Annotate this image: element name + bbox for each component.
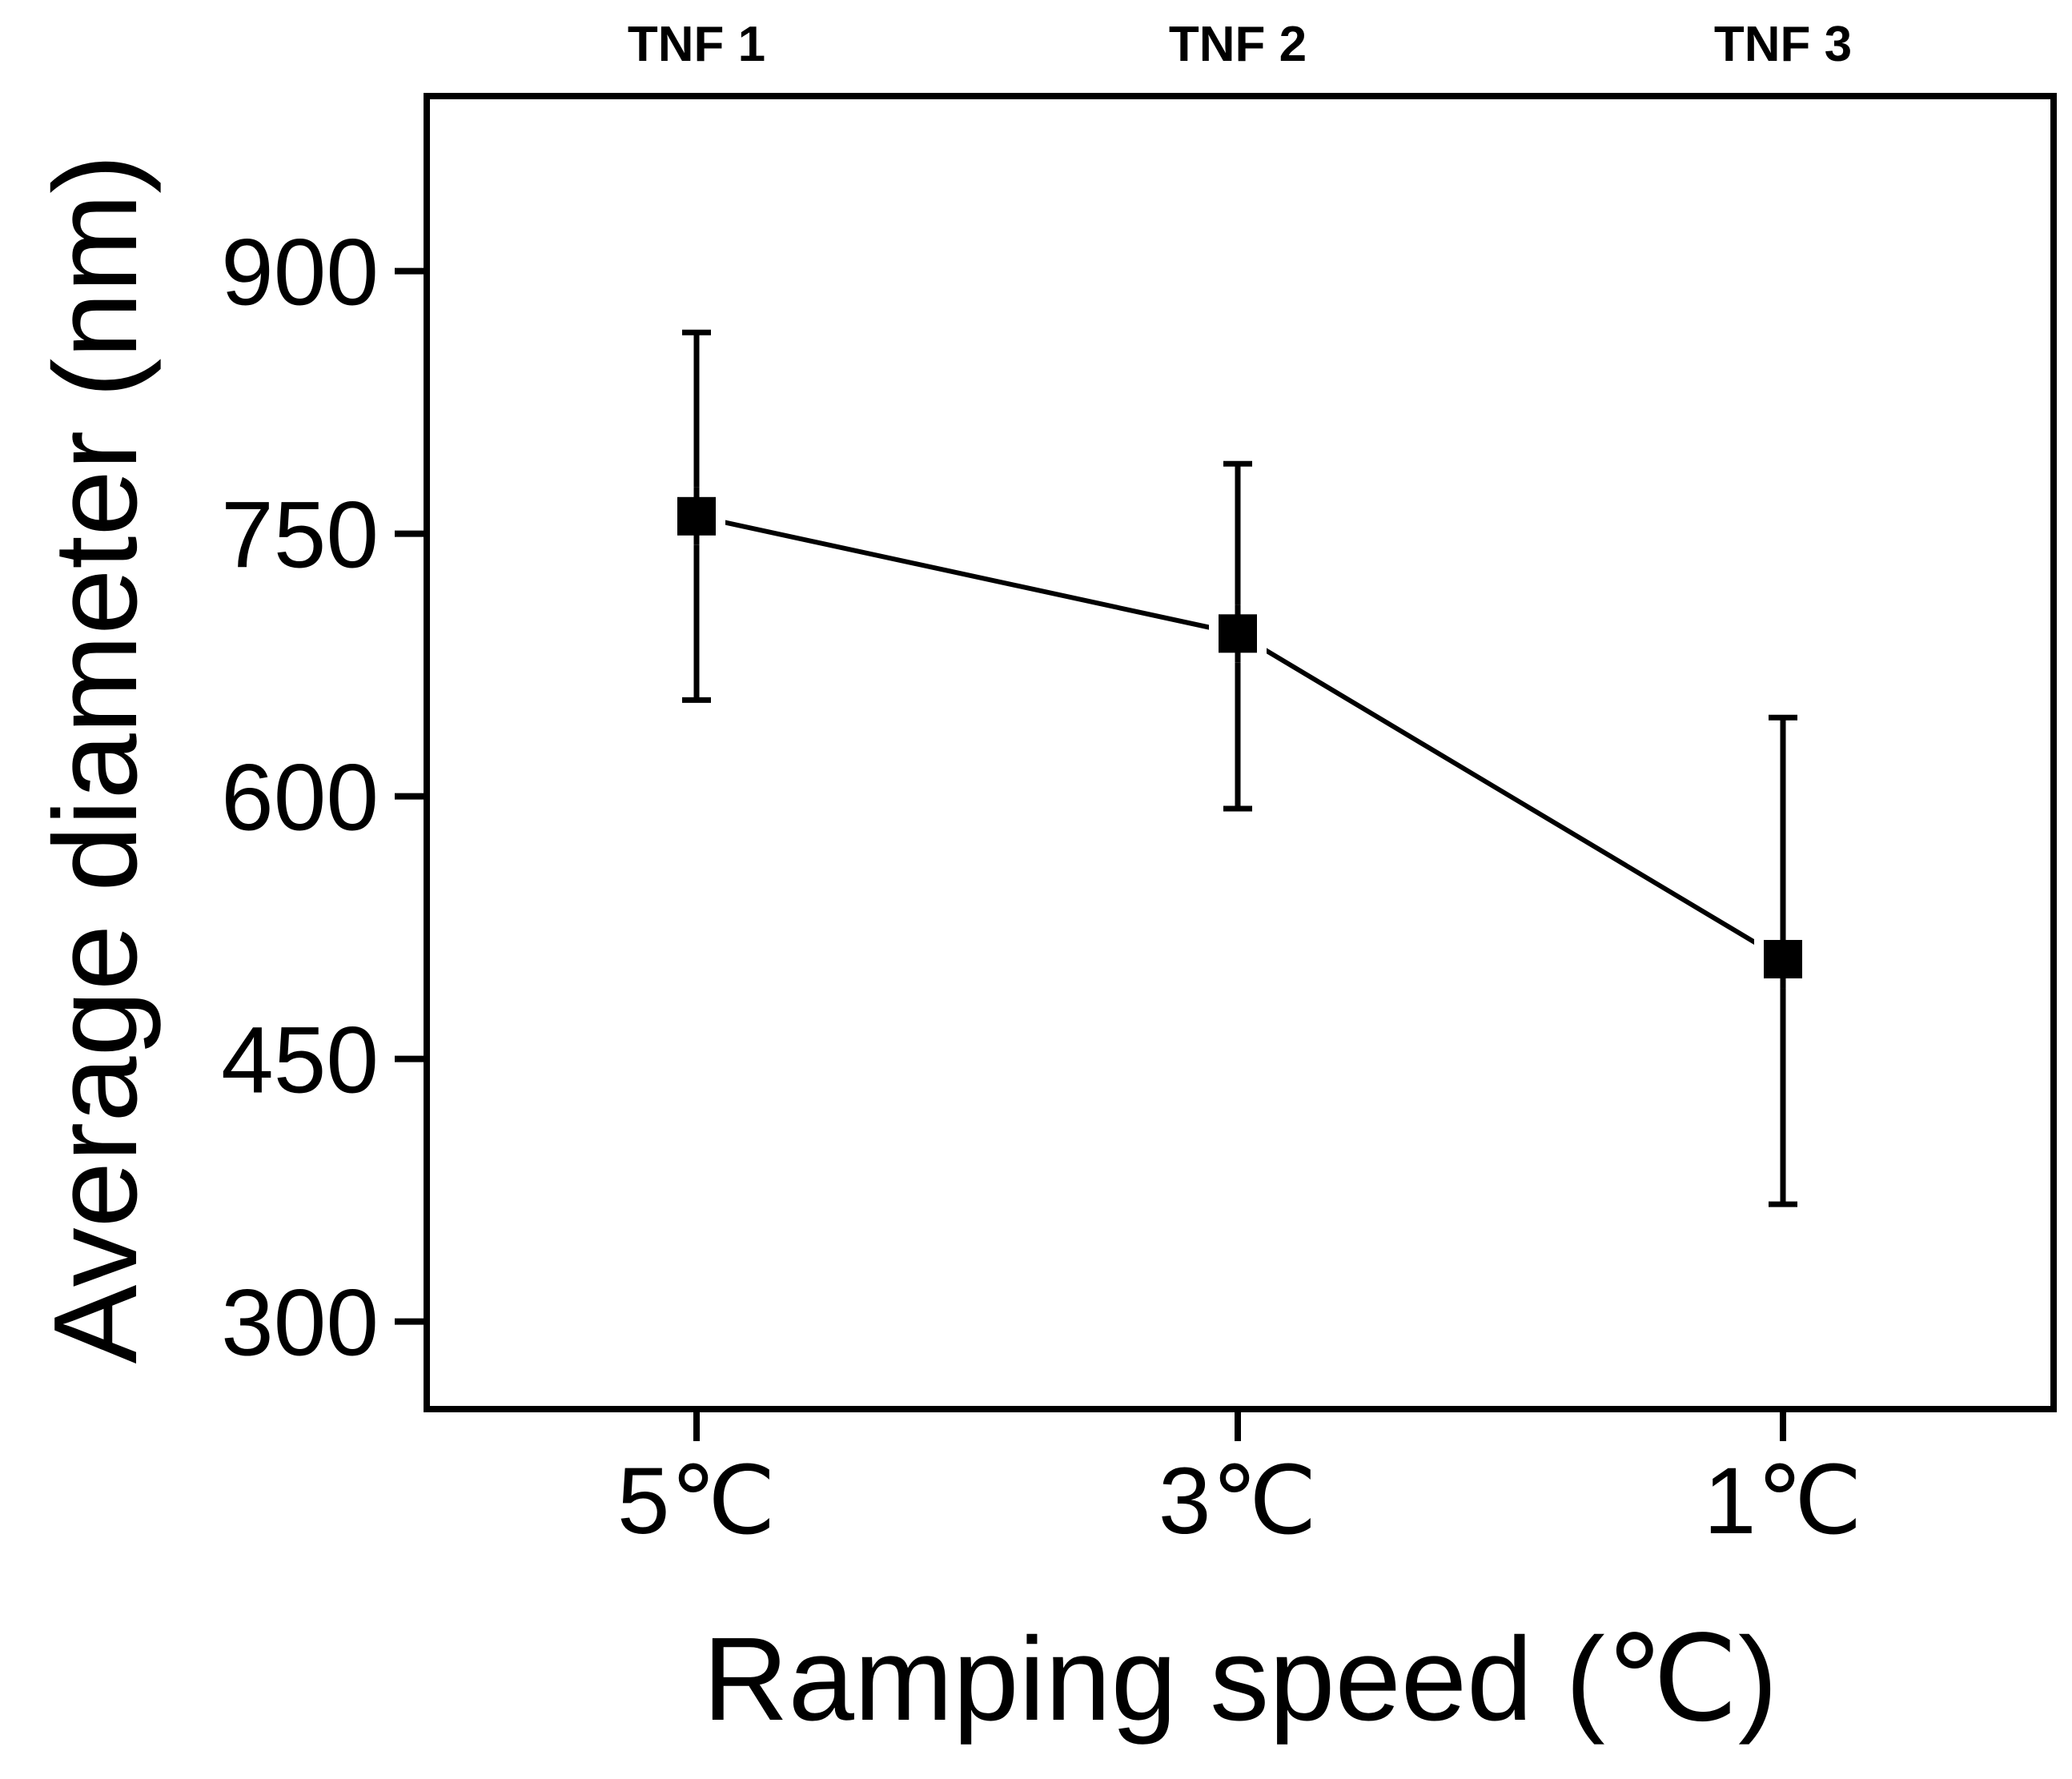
y-tick-label: 600 bbox=[221, 745, 379, 851]
top-sample-label: TNF 2 bbox=[1169, 17, 1307, 72]
x-tick-label: 3℃ bbox=[1158, 1448, 1317, 1554]
top-sample-label: TNF 1 bbox=[628, 17, 765, 72]
x-axis-title: Ramping speed (℃) bbox=[703, 1613, 1778, 1745]
y-tick-label: 900 bbox=[221, 220, 379, 326]
top-sample-label: TNF 3 bbox=[1714, 17, 1852, 72]
x-tick-label: 5℃ bbox=[617, 1448, 776, 1554]
y-tick-label: 450 bbox=[221, 1008, 379, 1114]
y-tick-label: 300 bbox=[221, 1271, 379, 1376]
y-tick-label: 750 bbox=[221, 483, 379, 588]
data-point-marker bbox=[1764, 940, 1802, 979]
data-point-marker bbox=[677, 496, 716, 536]
x-tick-label: 1℃ bbox=[1704, 1448, 1862, 1554]
data-point-marker bbox=[1219, 614, 1257, 653]
y-axis-title: Average diameter (nm) bbox=[30, 155, 162, 1364]
